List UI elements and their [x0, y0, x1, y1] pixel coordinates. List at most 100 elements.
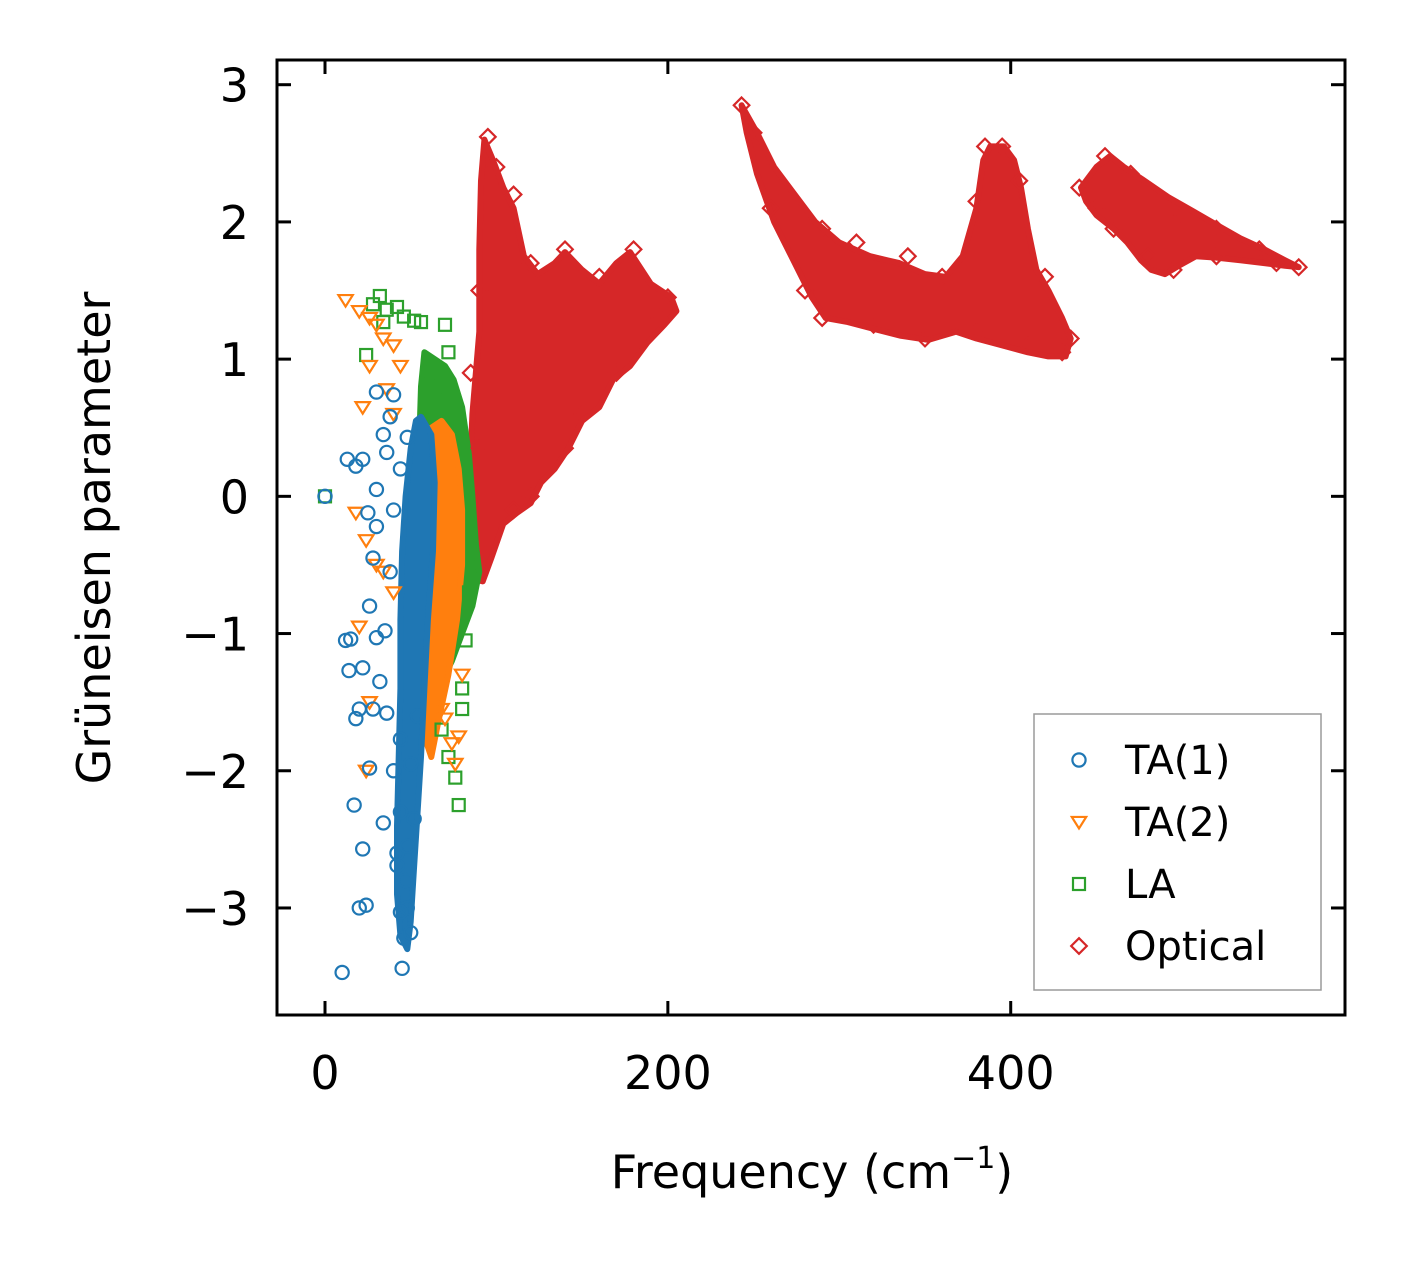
data-point: [403, 924, 419, 941]
data-point: [1035, 267, 1055, 287]
data-point: [504, 185, 523, 204]
data-point: [389, 845, 405, 861]
data-point: [1121, 164, 1141, 184]
y-tick-label: 2: [220, 196, 249, 250]
data-point: [469, 438, 489, 458]
x-axis-label: Frequency (cm−1): [611, 1141, 1014, 1199]
data-point: [1249, 239, 1269, 259]
data-point: [732, 95, 751, 115]
y-tick-label: 1: [220, 333, 249, 387]
data-point: [812, 308, 832, 328]
data-point: [360, 505, 376, 521]
data-point: [461, 585, 477, 600]
data-point: [346, 797, 362, 813]
data-point: [1061, 329, 1081, 348]
data-point: [434, 722, 449, 737]
data-point: [795, 281, 815, 300]
data-point: [392, 731, 409, 747]
y-tick-label: −2: [181, 745, 249, 799]
data-point: [1172, 205, 1192, 225]
data-point: [317, 488, 333, 505]
x-tick-label: 400: [967, 1046, 1055, 1100]
data-point: [351, 701, 367, 717]
data-point: [396, 309, 411, 324]
data-point: [350, 620, 369, 636]
data-point: [403, 756, 419, 772]
data-point: [478, 127, 498, 147]
data-point: [361, 760, 378, 776]
data-point: [360, 359, 379, 375]
x-tick-label: 0: [310, 1046, 339, 1100]
data-point: [778, 185, 798, 204]
legend-label: Optical: [1125, 924, 1266, 970]
data-point: [385, 502, 402, 518]
data-point: [1138, 246, 1158, 266]
data-point: [334, 964, 350, 981]
data-point: [379, 302, 394, 317]
legend-item-ta2: TA(2): [1069, 800, 1230, 846]
data-point: [992, 137, 1012, 156]
data-point: [382, 564, 398, 580]
data-point: [360, 311, 379, 327]
data-point: [847, 233, 866, 252]
series-ta1: [317, 384, 426, 981]
data-point: [358, 897, 374, 913]
data-point: [391, 359, 410, 375]
legend-marker: [1069, 815, 1089, 831]
data-point: [915, 329, 935, 348]
data-point: [432, 702, 451, 718]
data-point: [1104, 219, 1123, 239]
data-point: [864, 315, 883, 335]
data-point: [372, 288, 387, 304]
data-point: [521, 253, 541, 273]
data-point: [812, 219, 832, 239]
data-point: [361, 598, 378, 614]
data-point: [1207, 246, 1226, 266]
data-point: [379, 444, 395, 461]
data-point: [624, 239, 643, 259]
data-point: [437, 317, 453, 332]
data-point: [967, 191, 986, 211]
data-point: [504, 500, 523, 520]
data-point: [420, 365, 435, 380]
data-point: [413, 314, 429, 330]
y-tick-label: −1: [181, 608, 249, 662]
data-point: [458, 633, 473, 648]
data-point: [441, 749, 456, 765]
data-point: [355, 660, 371, 676]
legend-label: TA(1): [1124, 738, 1230, 784]
data-point: [1164, 260, 1183, 280]
data-point: [435, 712, 455, 728]
data-point: [374, 565, 393, 581]
series-ta2: [336, 293, 472, 780]
data-point: [382, 409, 398, 425]
data-point: [455, 701, 470, 717]
data-point: [1095, 146, 1115, 166]
data-point: [356, 764, 376, 780]
data-point: [1267, 253, 1286, 273]
data-point: [1009, 171, 1029, 191]
data-point: [392, 804, 409, 820]
y-tick-label: 3: [220, 59, 249, 113]
plot-area: [317, 95, 1309, 981]
data-point: [898, 246, 918, 266]
data-point: [427, 393, 442, 408]
x-axis-label-end: ): [995, 1145, 1013, 1199]
data-point: [374, 332, 393, 348]
legend-marker: [1069, 936, 1089, 956]
data-point: [446, 757, 465, 773]
axis-ticks: [277, 60, 1345, 1015]
data-point: [449, 730, 468, 746]
data-point: [384, 586, 403, 601]
legend-marker: [1071, 752, 1087, 768]
data-point: [336, 293, 355, 309]
data-point: [975, 137, 995, 156]
data-point: [589, 267, 609, 287]
data-point: [451, 797, 466, 813]
data-point: [365, 550, 381, 566]
data-point: [377, 623, 393, 639]
series-optical: [461, 95, 1309, 520]
legend-label: TA(2): [1124, 800, 1230, 846]
data-point: [385, 387, 402, 403]
